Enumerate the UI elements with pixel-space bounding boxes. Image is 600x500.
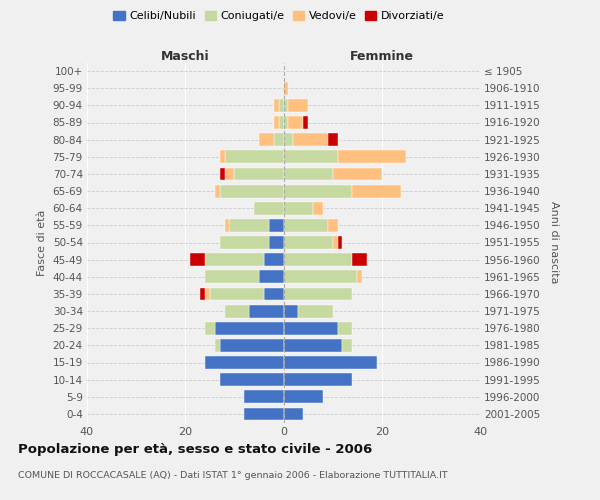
Bar bbox=[215, 184, 220, 198]
Bar bbox=[284, 253, 352, 266]
Bar bbox=[313, 202, 323, 214]
Bar bbox=[284, 390, 323, 403]
Bar bbox=[269, 219, 284, 232]
Text: Popolazione per età, sesso e stato civile - 2006: Popolazione per età, sesso e stato civil… bbox=[18, 442, 372, 456]
Y-axis label: Anni di nascita: Anni di nascita bbox=[549, 201, 559, 284]
Bar bbox=[274, 133, 284, 146]
Bar bbox=[284, 408, 303, 420]
Y-axis label: Fasce di età: Fasce di età bbox=[37, 210, 47, 276]
Bar bbox=[352, 253, 367, 266]
Bar bbox=[284, 116, 289, 129]
Bar bbox=[278, 99, 284, 112]
Bar bbox=[254, 202, 284, 214]
Text: Maschi: Maschi bbox=[161, 50, 209, 62]
Bar bbox=[244, 390, 284, 403]
Bar bbox=[200, 288, 205, 300]
Bar bbox=[284, 373, 352, 386]
Bar bbox=[215, 339, 220, 352]
Bar bbox=[352, 184, 401, 198]
Bar bbox=[220, 150, 224, 163]
Bar bbox=[328, 219, 338, 232]
Bar bbox=[274, 116, 278, 129]
Bar bbox=[259, 133, 274, 146]
Bar bbox=[210, 288, 264, 300]
Bar bbox=[284, 99, 289, 112]
Bar bbox=[205, 253, 264, 266]
Bar bbox=[215, 322, 284, 334]
Bar bbox=[338, 322, 352, 334]
Bar bbox=[338, 236, 343, 249]
Bar bbox=[224, 150, 284, 163]
Bar bbox=[205, 270, 259, 283]
Bar bbox=[328, 133, 338, 146]
Bar bbox=[224, 219, 229, 232]
Bar bbox=[284, 202, 313, 214]
Bar bbox=[190, 253, 205, 266]
Bar bbox=[244, 408, 284, 420]
Bar bbox=[220, 236, 269, 249]
Bar bbox=[220, 168, 224, 180]
Bar bbox=[284, 184, 352, 198]
Bar bbox=[284, 168, 332, 180]
Bar bbox=[274, 99, 278, 112]
Bar bbox=[284, 150, 338, 163]
Bar bbox=[284, 82, 289, 94]
Bar bbox=[224, 304, 249, 318]
Bar bbox=[235, 168, 284, 180]
Bar bbox=[289, 116, 303, 129]
Bar bbox=[249, 304, 284, 318]
Bar bbox=[284, 270, 357, 283]
Bar bbox=[269, 236, 284, 249]
Bar bbox=[338, 150, 406, 163]
Legend: Celibi/Nubili, Coniugati/e, Vedovi/e, Divorziati/e: Celibi/Nubili, Coniugati/e, Vedovi/e, Di… bbox=[109, 6, 449, 26]
Bar bbox=[264, 253, 284, 266]
Bar bbox=[298, 304, 332, 318]
Bar bbox=[229, 219, 269, 232]
Bar bbox=[284, 322, 338, 334]
Bar bbox=[224, 168, 235, 180]
Bar bbox=[284, 219, 328, 232]
Bar bbox=[332, 236, 338, 249]
Bar bbox=[293, 133, 328, 146]
Bar bbox=[220, 339, 284, 352]
Bar bbox=[264, 288, 284, 300]
Text: Femmine: Femmine bbox=[350, 50, 414, 62]
Bar bbox=[205, 356, 284, 369]
Text: COMUNE DI ROCCACASALE (AQ) - Dati ISTAT 1° gennaio 2006 - Elaborazione TUTTITALI: COMUNE DI ROCCACASALE (AQ) - Dati ISTAT … bbox=[18, 471, 448, 480]
Bar bbox=[220, 184, 284, 198]
Bar bbox=[220, 373, 284, 386]
Bar bbox=[278, 116, 284, 129]
Bar bbox=[284, 339, 343, 352]
Bar bbox=[284, 288, 352, 300]
Bar bbox=[357, 270, 362, 283]
Bar bbox=[284, 304, 298, 318]
Bar bbox=[284, 356, 377, 369]
Bar bbox=[284, 236, 332, 249]
Bar bbox=[343, 339, 352, 352]
Bar bbox=[259, 270, 284, 283]
Bar bbox=[303, 116, 308, 129]
Bar bbox=[332, 168, 382, 180]
Bar bbox=[205, 322, 215, 334]
Bar bbox=[284, 133, 293, 146]
Bar bbox=[205, 288, 210, 300]
Bar bbox=[289, 99, 308, 112]
